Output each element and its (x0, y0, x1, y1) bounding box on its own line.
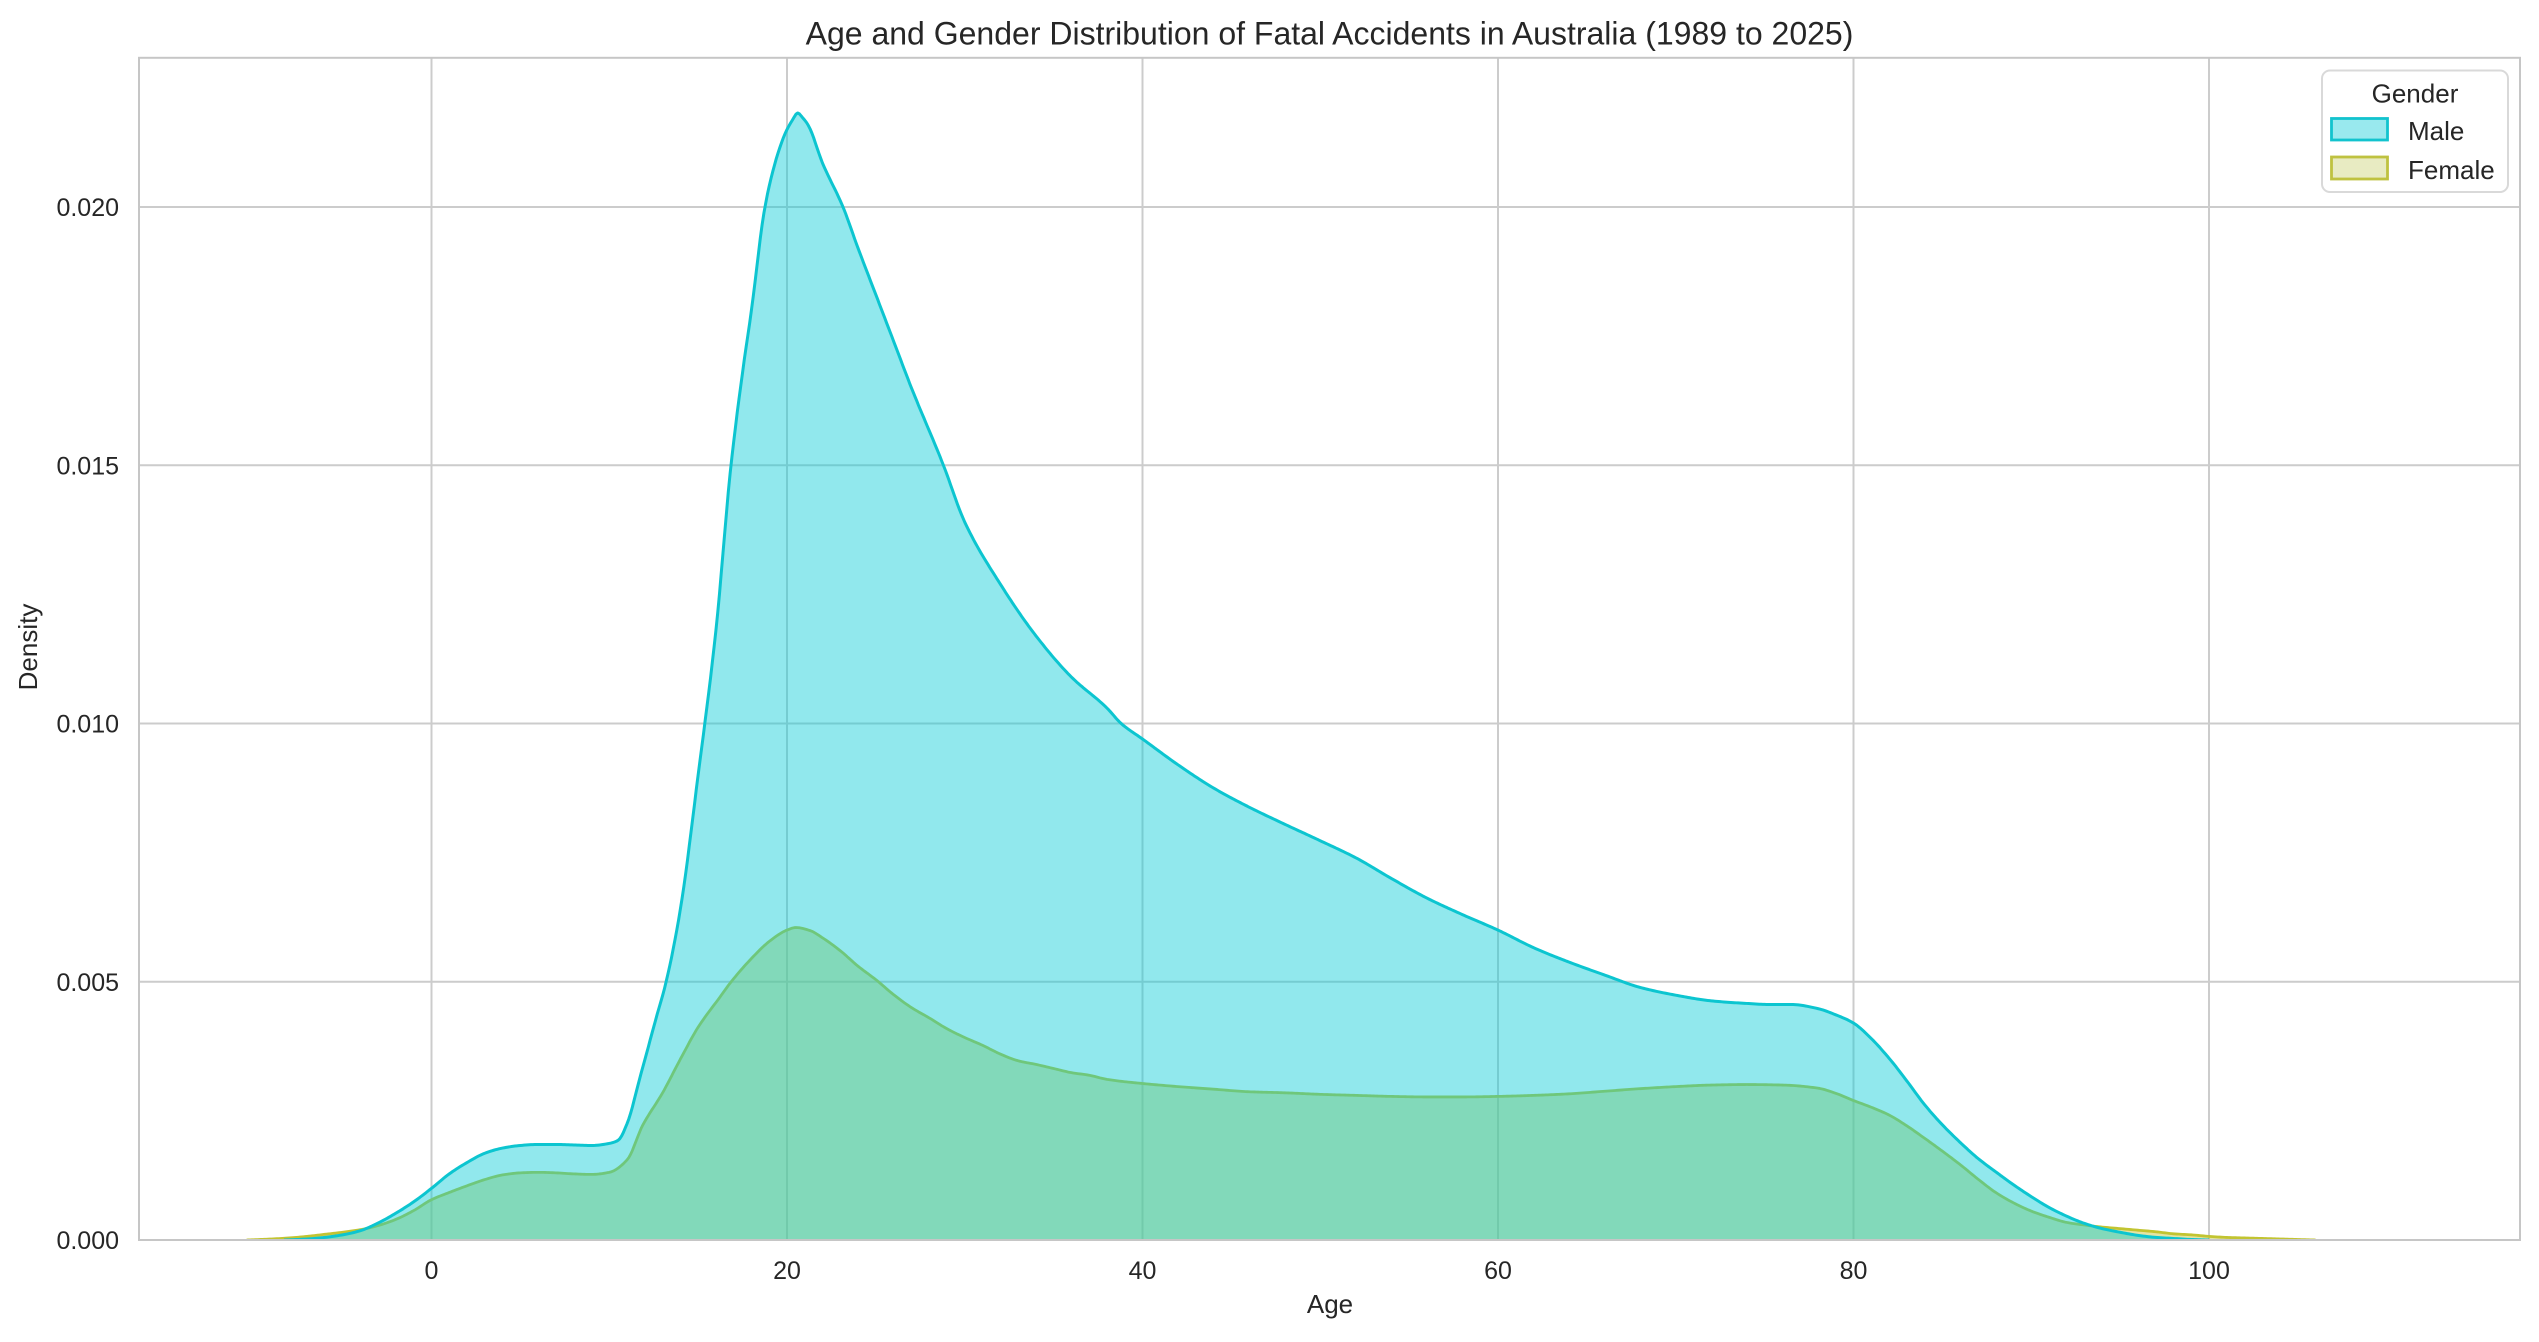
svg-text:80: 80 (1840, 1257, 1868, 1285)
svg-text:Density: Density (13, 604, 43, 691)
svg-text:0.005: 0.005 (56, 969, 119, 997)
svg-text:Age and Gender Distribution of: Age and Gender Distribution of Fatal Acc… (806, 16, 1854, 52)
svg-text:Male: Male (2408, 116, 2464, 146)
svg-text:Age: Age (1307, 1289, 1353, 1319)
svg-text:Gender: Gender (2372, 79, 2459, 109)
svg-text:0.010: 0.010 (56, 711, 119, 739)
svg-text:100: 100 (2188, 1257, 2230, 1285)
svg-text:20: 20 (773, 1257, 801, 1285)
svg-text:40: 40 (1129, 1257, 1157, 1285)
svg-text:0.015: 0.015 (56, 452, 119, 480)
svg-text:60: 60 (1484, 1257, 1512, 1285)
svg-text:0.020: 0.020 (56, 194, 119, 222)
svg-text:0.000: 0.000 (56, 1227, 119, 1255)
svg-text:0: 0 (425, 1257, 439, 1285)
svg-text:Female: Female (2408, 155, 2495, 185)
